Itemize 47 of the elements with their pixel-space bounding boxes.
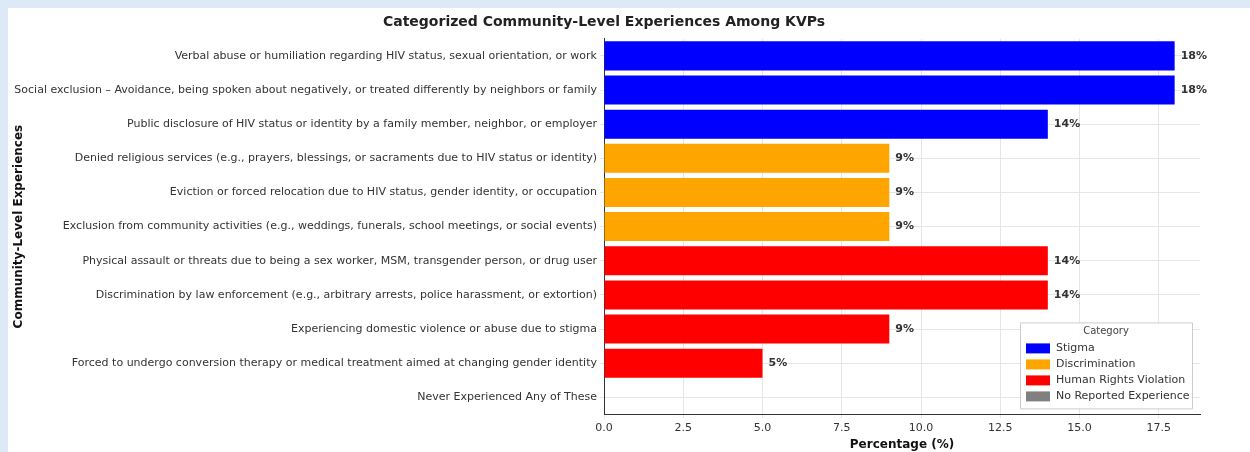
data-label: 9% [895, 219, 915, 233]
data-label: 14% [1053, 253, 1081, 267]
y-tick-label: Physical assault or threats due to being a sex worker, MSM, transgender person, or drug user [82, 253, 598, 267]
data-label: 14% [1053, 117, 1081, 131]
bar [604, 246, 1048, 276]
x-tick-label: 15.0 [1067, 420, 1092, 434]
x-axis-title: Percentage (%) [849, 436, 955, 451]
y-tick-label: Verbal abuse or humiliation regarding HIV status, sexual orientation, or work [174, 48, 598, 62]
data-label: 5% [768, 356, 788, 370]
bar [604, 41, 1175, 71]
data-label: 18% [1180, 48, 1207, 62]
y-tick-label: Social exclusion – Avoidance, being spoken about negatively, or treated differently by neighbors or family [14, 82, 598, 96]
legend-title: Category [1083, 324, 1129, 336]
x-tick-label: 12.5 [988, 420, 1013, 434]
y-tick-label: Exclusion from community activities (e.g., weddings, funerals, school meetings, or social events) [62, 219, 597, 233]
bar [604, 212, 890, 242]
bar [604, 177, 890, 207]
data-label: 18% [1180, 82, 1207, 96]
y-tick-label: Experiencing domestic violence or abuse due to stigma [290, 321, 597, 335]
bar [604, 109, 1048, 139]
legend-label: No Reported Experience [1056, 389, 1190, 403]
legend-label: Stigma [1056, 341, 1095, 355]
x-tick-label: 17.5 [1146, 420, 1172, 434]
x-tick-label: 2.5 [674, 420, 693, 434]
y-tick-label: Discrimination by law enforcement (e.g., arbitrary arrests, police harassment, or extortion) [95, 287, 597, 301]
y-axis-title: Community-Level Experiences [11, 124, 26, 329]
y-tick-label: Denied religious services (e.g., prayers, blessings, or sacraments due to HIV status or identity) [74, 151, 597, 165]
y-tick-label: Public disclosure of HIV status or identity by a family member, neighbor, or employer [127, 117, 598, 131]
legend-label: Discrimination [1056, 357, 1136, 371]
bar [604, 314, 890, 344]
bar [604, 75, 1175, 105]
x-tick-label: 0.0 [595, 420, 613, 434]
data-label: 9% [895, 151, 915, 165]
chart-title: Categorized Community-Level Experiences Among KVPs [382, 13, 826, 30]
legend-label: Human Rights Violation [1056, 373, 1186, 387]
y-tick-label: Forced to undergo conversion therapy or medical treatment aimed at changing gender identity [71, 356, 598, 370]
y-tick-label: Eviction or forced relocation due to HIV status, gender identity, or occupation [169, 185, 598, 199]
x-tick-label: 5.0 [753, 420, 772, 434]
y-tick-label: Never Experienced Any of These [417, 390, 598, 404]
x-tick-label: 10.0 [908, 420, 934, 434]
data-label: 9% [895, 185, 915, 199]
bar [604, 143, 890, 173]
x-tick-label: 7.5 [833, 420, 851, 434]
data-label: 14% [1053, 287, 1081, 301]
data-label: 9% [895, 321, 915, 335]
bar [604, 348, 763, 378]
bar [604, 280, 1048, 310]
